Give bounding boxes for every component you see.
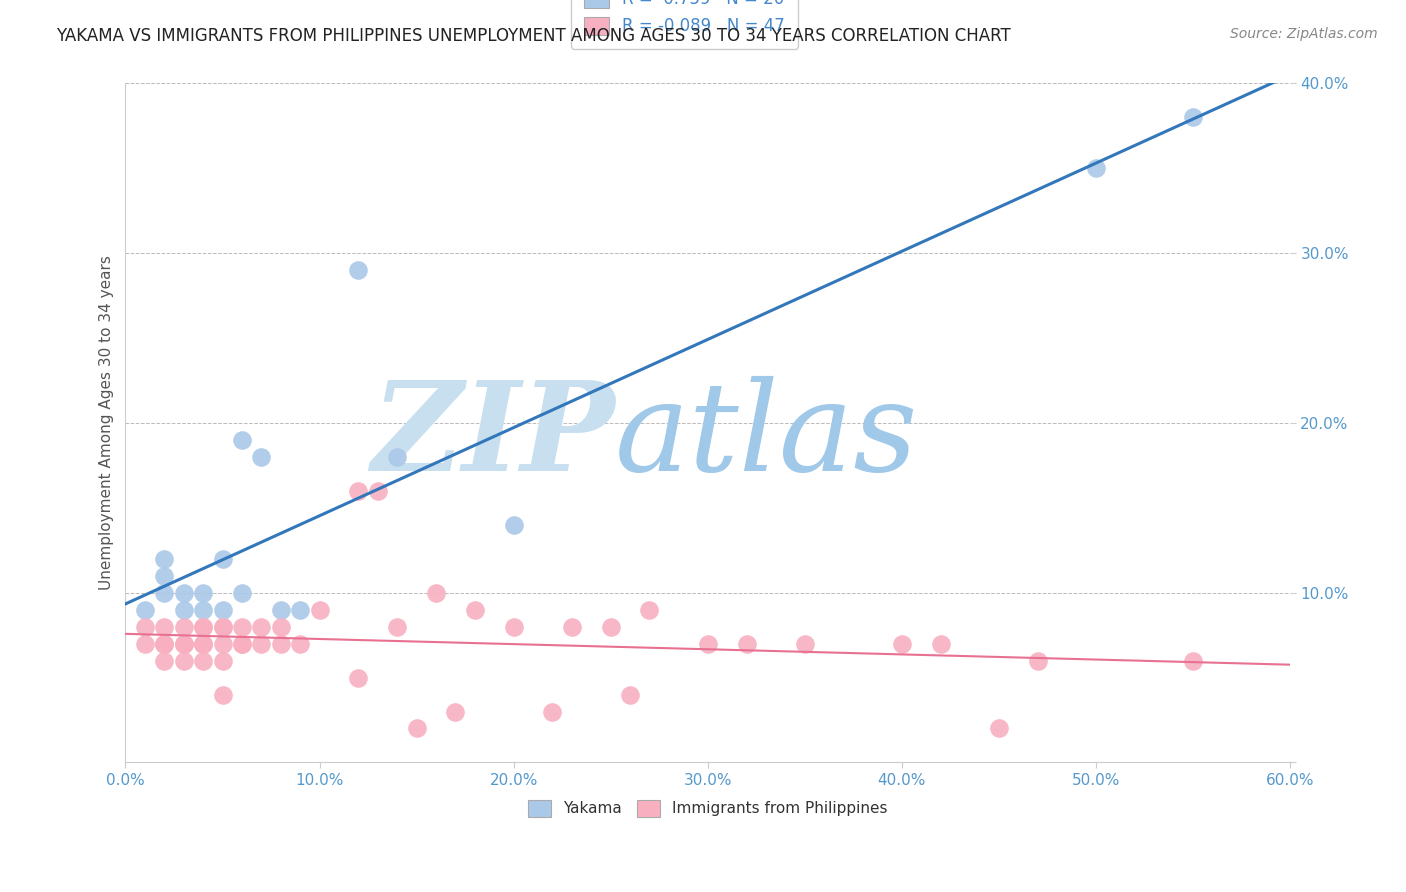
Text: Source: ZipAtlas.com: Source: ZipAtlas.com: [1230, 27, 1378, 41]
Point: [231, 433, 253, 447]
Point: [231, 637, 253, 651]
Point: [288, 637, 311, 651]
Point: [134, 602, 156, 616]
Point: [502, 620, 524, 634]
Point: [173, 602, 195, 616]
Point: [890, 637, 912, 651]
Point: [211, 620, 233, 634]
Point: [211, 620, 233, 634]
Point: [1181, 654, 1204, 668]
Point: [405, 722, 427, 736]
Point: [270, 620, 292, 634]
Point: [191, 637, 214, 651]
Point: [211, 637, 233, 651]
Point: [619, 688, 641, 702]
Point: [987, 722, 1010, 736]
Point: [231, 585, 253, 599]
Point: [173, 637, 195, 651]
Point: [347, 263, 370, 277]
Point: [153, 637, 176, 651]
Point: [153, 637, 176, 651]
Point: [191, 637, 214, 651]
Point: [367, 483, 389, 498]
Point: [250, 450, 273, 464]
Point: [347, 671, 370, 685]
Point: [385, 620, 408, 634]
Point: [153, 568, 176, 582]
Point: [425, 585, 447, 599]
Point: [599, 620, 621, 634]
Point: [153, 620, 176, 634]
Point: [173, 637, 195, 651]
Y-axis label: Unemployment Among Ages 30 to 34 years: Unemployment Among Ages 30 to 34 years: [100, 255, 114, 591]
Point: [541, 705, 564, 719]
Point: [308, 602, 330, 616]
Point: [173, 585, 195, 599]
Point: [1026, 654, 1049, 668]
Point: [191, 637, 214, 651]
Point: [191, 602, 214, 616]
Point: [211, 688, 233, 702]
Point: [211, 654, 233, 668]
Point: [1181, 111, 1204, 125]
Point: [444, 705, 467, 719]
Point: [270, 637, 292, 651]
Text: YAKAMA VS IMMIGRANTS FROM PHILIPPINES UNEMPLOYMENT AMONG AGES 30 TO 34 YEARS COR: YAKAMA VS IMMIGRANTS FROM PHILIPPINES UN…: [56, 27, 1011, 45]
Point: [270, 602, 292, 616]
Point: [211, 602, 233, 616]
Point: [191, 620, 214, 634]
Point: [502, 517, 524, 532]
Point: [288, 602, 311, 616]
Point: [250, 637, 273, 651]
Point: [696, 637, 718, 651]
Point: [173, 637, 195, 651]
Point: [211, 551, 233, 566]
Point: [735, 637, 758, 651]
Point: [153, 637, 176, 651]
Point: [250, 620, 273, 634]
Point: [173, 620, 195, 634]
Point: [173, 654, 195, 668]
Point: [638, 602, 661, 616]
Point: [134, 637, 156, 651]
Point: [347, 483, 370, 498]
Point: [153, 585, 176, 599]
Point: [561, 620, 583, 634]
Point: [231, 637, 253, 651]
Point: [231, 620, 253, 634]
Point: [464, 602, 486, 616]
Point: [191, 654, 214, 668]
Point: [793, 637, 815, 651]
Legend: Yakama, Immigrants from Philippines: Yakama, Immigrants from Philippines: [522, 794, 894, 822]
Point: [929, 637, 952, 651]
Point: [191, 620, 214, 634]
Point: [134, 620, 156, 634]
Point: [153, 654, 176, 668]
Point: [191, 585, 214, 599]
Text: atlas: atlas: [614, 376, 918, 498]
Point: [385, 450, 408, 464]
Text: ZIP: ZIP: [371, 376, 614, 497]
Point: [1084, 161, 1107, 176]
Point: [153, 551, 176, 566]
